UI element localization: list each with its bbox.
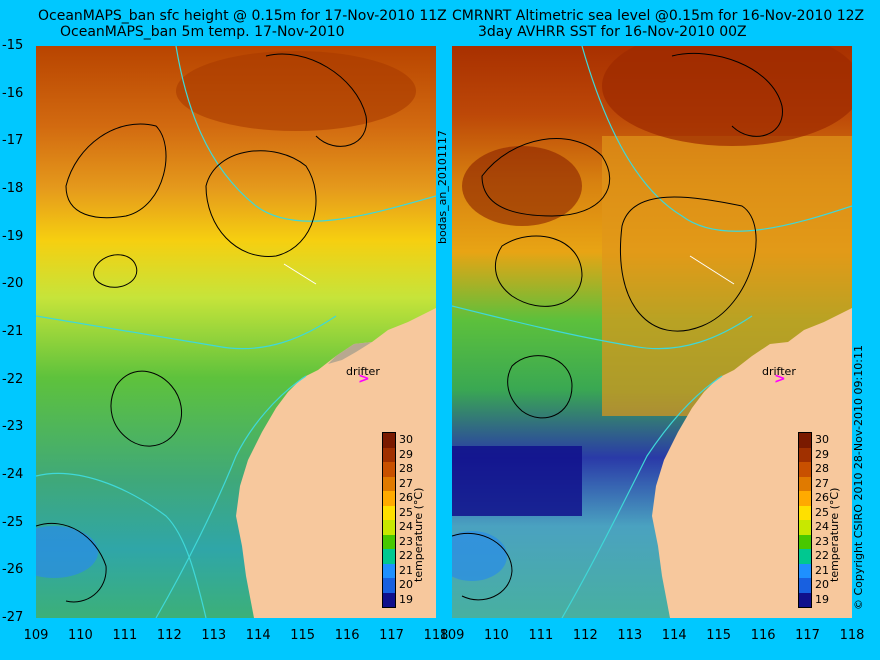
x-tick-label: 115	[290, 628, 316, 643]
colorbar-swatch	[383, 491, 395, 506]
y-tick-label: -25	[2, 514, 24, 530]
colorbar-swatch	[383, 520, 395, 535]
colorbar-swatch	[383, 549, 395, 564]
right-colorbar	[798, 432, 812, 608]
x-tick-label: 110	[484, 628, 509, 643]
right-map-subtitle: 3day AVHRR SST for 16-Nov-2010 00Z	[478, 24, 747, 40]
colorbar-label: 21	[399, 563, 413, 577]
colorbar-label: 27	[815, 476, 829, 490]
colorbar-swatch	[799, 433, 811, 448]
x-tick-label: 111	[528, 628, 554, 643]
colorbar-label: 27	[399, 476, 413, 490]
colorbar-label: 28	[815, 462, 829, 476]
colorbar-label: 28	[399, 462, 413, 476]
colorbar-swatch	[383, 476, 395, 491]
right-drifter-arrow-icon: >	[774, 371, 786, 387]
right-colorbar-title: temperature (°C)	[828, 487, 841, 582]
y-tick-label: -20	[2, 276, 24, 292]
right-map-title: CMRNRT Altimetric sea level @0.15m for 1…	[452, 8, 865, 24]
colorbar-swatch	[799, 491, 811, 506]
colorbar-label: 24	[399, 520, 413, 534]
left-drifter-label: drifter	[346, 365, 380, 378]
x-tick-label: 114	[245, 628, 271, 643]
x-tick-label: 113	[201, 628, 227, 643]
right-sst-map	[452, 46, 852, 618]
colorbar-label: 23	[399, 534, 413, 548]
colorbar-label: 23	[815, 534, 829, 548]
x-tick-label: 110	[68, 628, 93, 643]
left-map-graphic	[36, 46, 436, 618]
y-tick-label: -16	[2, 85, 24, 101]
x-tick-label: 109	[23, 628, 49, 643]
y-tick-label: -24	[2, 467, 24, 482]
colorbar-swatch	[799, 520, 811, 535]
y-tick-label: -26	[2, 562, 24, 578]
colorbar-label: 29	[399, 447, 413, 461]
colorbar-swatch	[799, 578, 811, 593]
x-tick-label: 117	[379, 628, 404, 643]
copyright-label: © Copyright CSIRO 2010 28-Nov-2010 09:10…	[852, 345, 865, 610]
right-drifter-label: drifter	[762, 365, 796, 378]
colorbar-label: 24	[815, 520, 829, 534]
colorbar-label: 22	[815, 549, 829, 563]
colorbar-swatch	[799, 549, 811, 564]
colorbar-swatch	[799, 592, 811, 607]
colorbar-label: 30	[815, 433, 829, 447]
colorbar-swatch	[383, 563, 395, 578]
x-tick-label: 113	[617, 628, 643, 643]
x-tick-label: 112	[156, 628, 182, 643]
y-tick-label: -23	[2, 419, 24, 435]
colorbar-swatch	[799, 534, 811, 549]
x-tick-label: 115	[706, 628, 732, 643]
colorbar-label: 25	[815, 505, 829, 519]
x-tick-label: 118	[423, 628, 449, 643]
x-tick-label: 114	[661, 628, 687, 643]
left-sst-map	[36, 46, 436, 618]
colorbar-label: 19	[815, 592, 829, 606]
y-tick-label: -18	[2, 181, 24, 196]
x-tick-label: 117	[795, 628, 820, 643]
colorbar-swatch	[799, 563, 811, 578]
colorbar-swatch	[383, 447, 395, 462]
colorbar-label: 26	[815, 491, 829, 505]
colorbar-swatch	[799, 447, 811, 462]
colorbar-swatch	[383, 462, 395, 477]
colorbar-swatch	[383, 578, 395, 593]
colorbar-label: 20	[815, 578, 829, 592]
left-drifter-arrow-icon: >	[358, 371, 370, 387]
colorbar-swatch	[383, 534, 395, 549]
y-tick-label: -17	[2, 133, 24, 149]
colorbar-swatch	[799, 462, 811, 477]
colorbar-swatch	[383, 592, 395, 607]
run-id-label: bodas_an_20101117	[436, 130, 449, 244]
y-tick-label: -22	[2, 371, 24, 387]
colorbar-label: 30	[399, 433, 413, 447]
colorbar-swatch	[799, 505, 811, 520]
x-tick-label: 118	[839, 628, 865, 643]
colorbar-label: 25	[399, 505, 413, 519]
right-map-graphic	[452, 46, 852, 618]
colorbar-swatch	[383, 505, 395, 520]
colorbar-label: 26	[399, 491, 413, 505]
colorbar-label: 29	[815, 447, 829, 461]
left-colorbar	[382, 432, 396, 608]
colorbar-label: 22	[399, 549, 413, 563]
left-colorbar-title: temperature (°C)	[412, 487, 425, 582]
x-tick-label: 116	[750, 628, 776, 643]
colorbar-label: 20	[399, 578, 413, 592]
x-tick-label: 109	[439, 628, 465, 643]
x-tick-label: 116	[334, 628, 360, 643]
x-tick-label: 111	[112, 628, 138, 643]
left-map-subtitle: OceanMAPS_ban 5m temp. 17-Nov-2010	[60, 24, 345, 40]
y-tick-label: -21	[2, 324, 24, 339]
y-tick-label: -15	[2, 38, 24, 53]
y-tick-label: -27	[2, 610, 24, 625]
colorbar-swatch	[799, 476, 811, 491]
colorbar-swatch	[383, 433, 395, 448]
left-map-title: OceanMAPS_ban sfc height @ 0.15m for 17-…	[38, 8, 447, 24]
colorbar-label: 19	[399, 592, 413, 606]
y-tick-label: -19	[2, 228, 24, 244]
colorbar-label: 21	[815, 563, 829, 577]
x-tick-label: 112	[572, 628, 598, 643]
